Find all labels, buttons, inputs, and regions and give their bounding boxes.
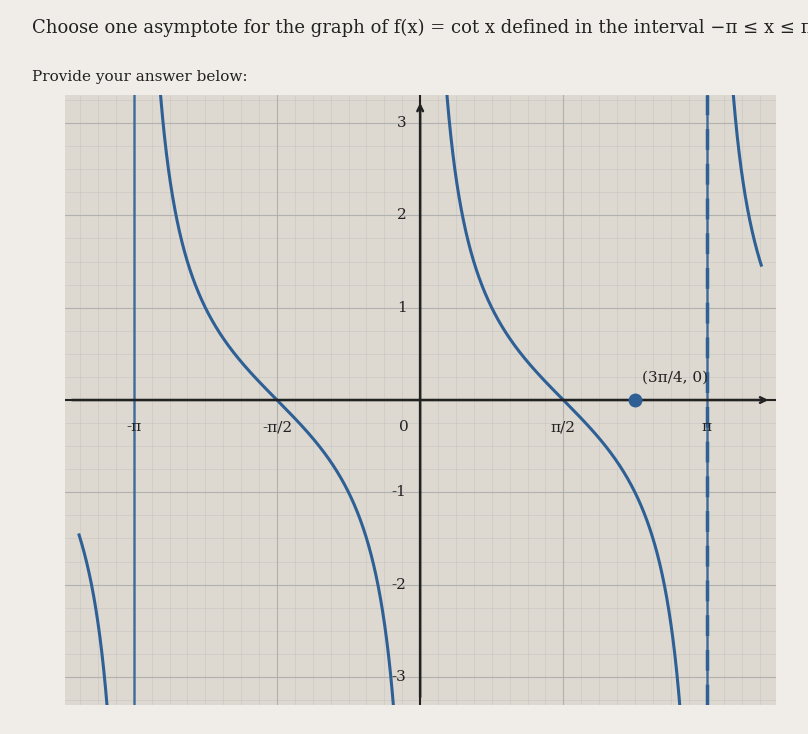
Text: 3: 3 <box>397 116 406 130</box>
Text: 0: 0 <box>399 421 409 435</box>
Text: -3: -3 <box>392 670 406 684</box>
Text: -2: -2 <box>392 578 406 592</box>
Text: 2: 2 <box>397 208 406 222</box>
Text: Provide your answer below:: Provide your answer below: <box>32 70 248 84</box>
Text: π: π <box>701 421 712 435</box>
Text: Choose one asymptote for the graph of f(x) = cot x defined in the interval −π ≤ : Choose one asymptote for the graph of f(… <box>32 18 808 37</box>
Text: π/2: π/2 <box>551 421 576 435</box>
Text: -π: -π <box>126 421 141 435</box>
Text: (3π/4, 0): (3π/4, 0) <box>642 371 709 385</box>
Text: -1: -1 <box>392 485 406 499</box>
Text: 1: 1 <box>397 301 406 315</box>
Text: -π/2: -π/2 <box>262 421 292 435</box>
